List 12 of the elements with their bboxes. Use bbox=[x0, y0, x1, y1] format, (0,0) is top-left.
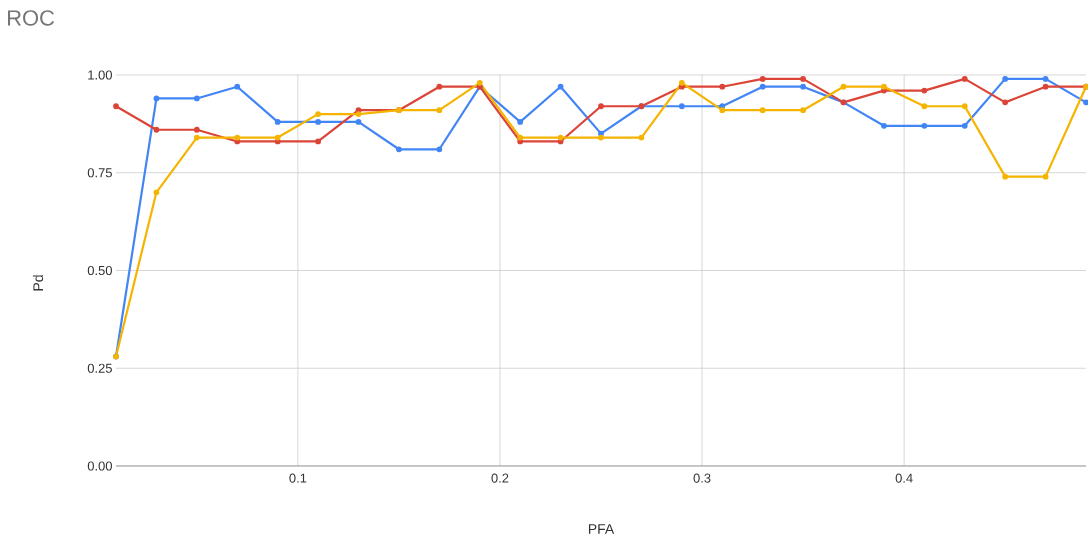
x-axis-title: PFA bbox=[588, 524, 615, 534]
y-tick-label: 0.25 bbox=[87, 363, 112, 373]
x-tick-label: 0.1 bbox=[289, 473, 307, 483]
x-tick-label: 0.2 bbox=[491, 473, 509, 483]
y-tick-label: 0.00 bbox=[87, 461, 112, 471]
y-tick-label: 0.50 bbox=[87, 265, 112, 276]
chart-title: ROC bbox=[8, 10, 55, 26]
x-tick-label: 0.3 bbox=[693, 473, 711, 483]
y-axis-title: Pd bbox=[32, 275, 44, 291]
y-tick-label: 0.75 bbox=[87, 168, 112, 178]
y-tick-label: 1.00 bbox=[88, 70, 112, 80]
x-tick-label: 0.4 bbox=[895, 473, 913, 483]
